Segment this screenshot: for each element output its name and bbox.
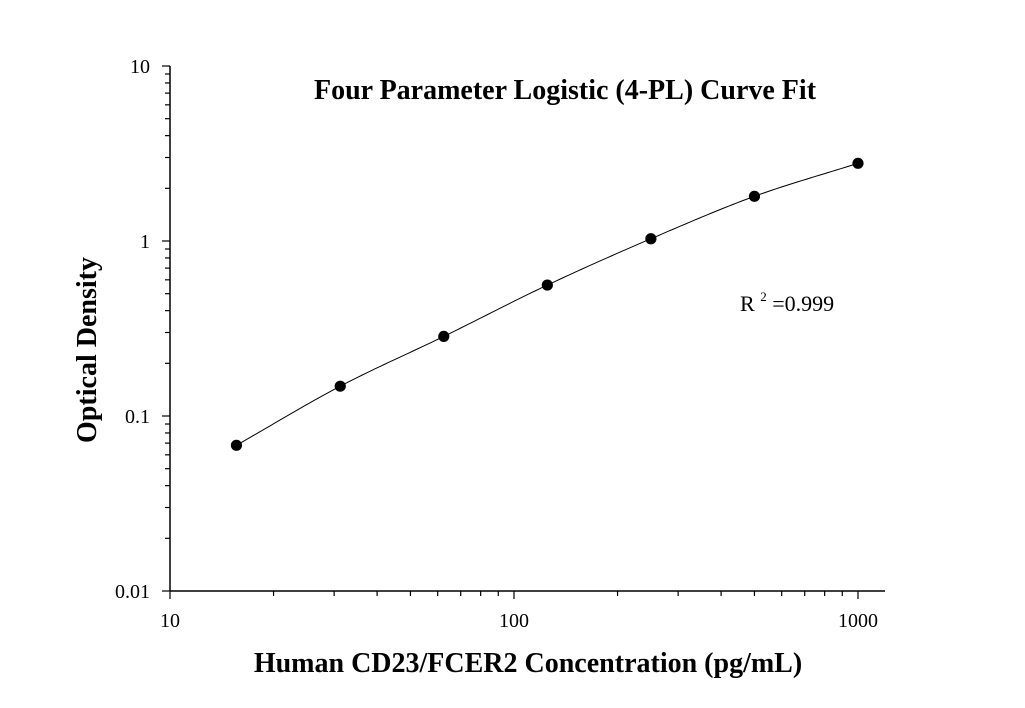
data-point xyxy=(748,190,761,202)
y-tick-label: 1 xyxy=(140,231,150,253)
data-point xyxy=(541,279,553,291)
y-tick-label: 0.01 xyxy=(115,581,150,603)
x-tick-label: 10 xyxy=(160,610,180,632)
y-axis-ticks xyxy=(162,65,170,592)
data-points xyxy=(230,157,864,451)
data-point xyxy=(645,233,657,245)
r-squared-value: =0.999 xyxy=(772,291,834,316)
y-axis-tick-labels: 0.01 0.1 1 10 xyxy=(115,56,150,603)
plot-area: 10 100 1000 0.01 0.1 1 10 xyxy=(115,56,885,632)
y-tick-label: 10 xyxy=(130,56,150,78)
r-squared-prefix: R xyxy=(740,291,755,316)
data-point xyxy=(334,380,346,392)
y-axis-label: Optical Density xyxy=(72,257,103,443)
y-tick-label: 0.1 xyxy=(125,406,150,428)
r-squared-annotation: R 2 =0.999 xyxy=(740,281,834,316)
r-squared-superscript: 2 xyxy=(760,289,767,304)
x-axis-ticks xyxy=(169,591,859,599)
x-axis-tick-labels: 10 100 1000 xyxy=(160,610,878,632)
chart-title: Four Parameter Logistic (4-PL) Curve Fit xyxy=(314,75,817,106)
fit-curve xyxy=(236,162,859,446)
x-tick-label: 100 xyxy=(499,610,529,632)
data-point xyxy=(852,157,864,169)
data-point xyxy=(438,330,450,343)
x-axis-label: Human CD23/FCER2 Concentration (pg/mL) xyxy=(254,648,802,679)
x-tick-label: 1000 xyxy=(838,610,878,632)
data-point xyxy=(230,439,243,451)
